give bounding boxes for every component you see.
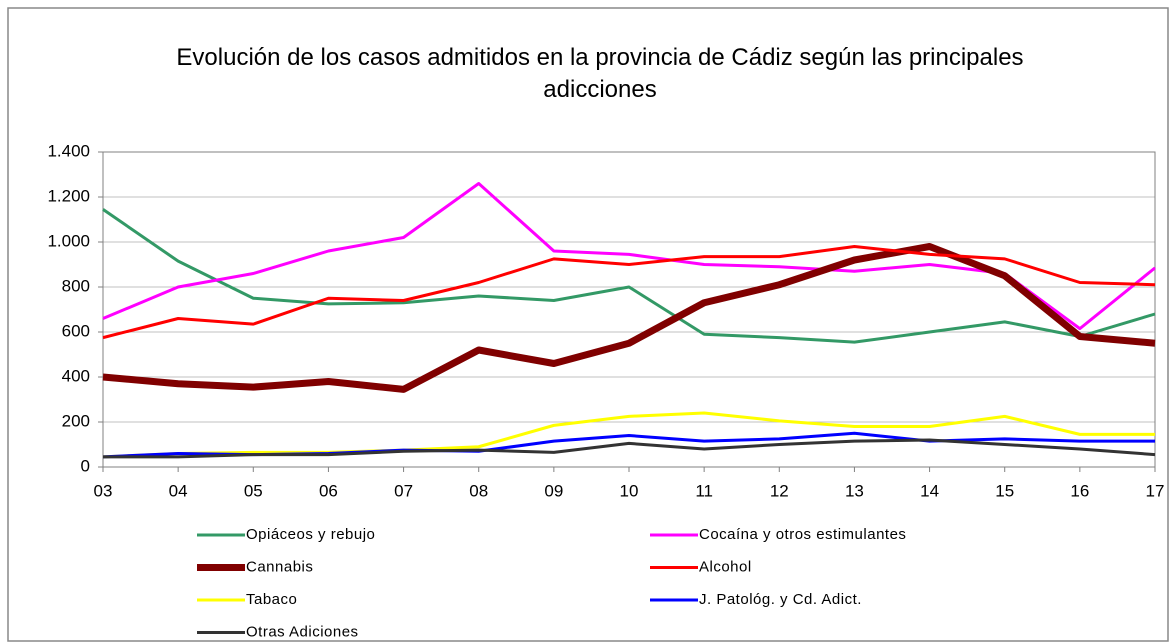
x-tick-label: 04 bbox=[169, 481, 188, 500]
chart-border bbox=[7, 7, 1169, 642]
x-tick-label: 15 bbox=[995, 481, 1014, 500]
legend-label: Cocaína y otros estimulantes bbox=[699, 526, 906, 543]
plot-border bbox=[102, 151, 1156, 468]
x-tick-label: 05 bbox=[244, 481, 263, 500]
x-tick-label: 06 bbox=[319, 481, 338, 500]
series-line bbox=[102, 182, 1156, 331]
x-tick-label: 03 bbox=[94, 481, 113, 500]
series-line bbox=[102, 411, 1155, 459]
x-tick-label: 14 bbox=[920, 481, 939, 500]
legend-label: Opiáceos y rebujo bbox=[246, 526, 375, 543]
series-line bbox=[103, 438, 1156, 459]
legend-label: Alcohol bbox=[699, 558, 752, 575]
x-tick-label: 17 bbox=[1146, 481, 1165, 500]
y-tick-label: 1.000 bbox=[47, 231, 90, 250]
y-tick-label: 200 bbox=[62, 411, 90, 430]
x-tick-label: 13 bbox=[845, 481, 864, 500]
y-tick-label: 0 bbox=[81, 456, 90, 475]
series-line bbox=[102, 245, 1156, 340]
legend-label: J. Patológ. y Cd. Adict. bbox=[699, 591, 862, 608]
y-tick-label: 800 bbox=[62, 276, 90, 295]
legend-label: Cannabis bbox=[246, 558, 313, 575]
x-tick-label: 11 bbox=[695, 481, 713, 500]
y-tick-label: 600 bbox=[62, 321, 90, 340]
x-tick-label: 09 bbox=[544, 481, 563, 500]
y-tick-label: 400 bbox=[62, 366, 90, 385]
x-tick-label: 12 bbox=[770, 481, 789, 500]
x-tick-label: 16 bbox=[1070, 481, 1089, 500]
y-tick-label: 1.400 bbox=[47, 141, 90, 160]
legend-label: Otras Adiciones bbox=[246, 623, 359, 640]
x-tick-label: 07 bbox=[394, 481, 413, 500]
y-tick-label: 1.200 bbox=[47, 186, 90, 205]
legend-label: Tabaco bbox=[246, 591, 297, 608]
series-line bbox=[102, 243, 1156, 393]
chart-title: Evolución de los casos admitidos en la p… bbox=[176, 44, 1024, 103]
x-tick-label: 08 bbox=[469, 481, 488, 500]
x-tick-label: 10 bbox=[620, 481, 639, 500]
series-line bbox=[102, 208, 1156, 344]
